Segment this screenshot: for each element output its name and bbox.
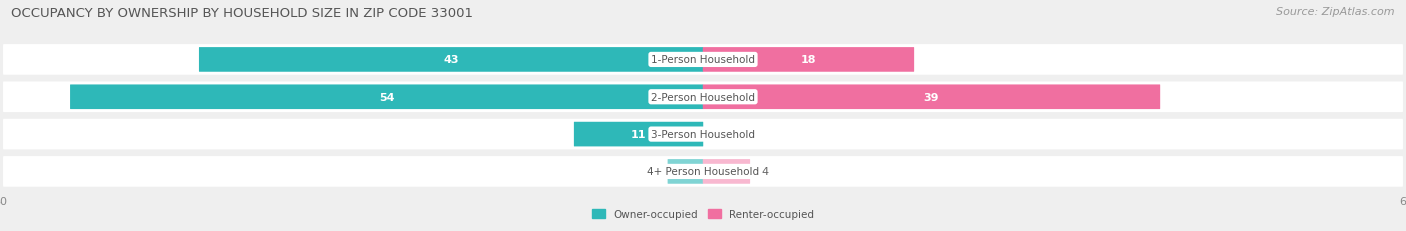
FancyBboxPatch shape [3, 82, 1403, 112]
Text: 2-Person Household: 2-Person Household [651, 92, 755, 102]
Text: 0: 0 [714, 130, 721, 140]
Text: OCCUPANCY BY OWNERSHIP BY HOUSEHOLD SIZE IN ZIP CODE 33001: OCCUPANCY BY OWNERSHIP BY HOUSEHOLD SIZE… [11, 7, 474, 20]
FancyBboxPatch shape [3, 156, 1403, 187]
FancyBboxPatch shape [703, 159, 751, 184]
Legend: Owner-occupied, Renter-occupied: Owner-occupied, Renter-occupied [592, 209, 814, 219]
Text: 1-Person Household: 1-Person Household [651, 55, 755, 65]
FancyBboxPatch shape [574, 122, 703, 147]
FancyBboxPatch shape [3, 45, 1403, 75]
Text: 4+ Person Household: 4+ Person Household [647, 167, 759, 177]
FancyBboxPatch shape [200, 48, 703, 73]
FancyBboxPatch shape [3, 119, 1403, 150]
Text: 11: 11 [631, 130, 647, 140]
Text: 18: 18 [800, 55, 817, 65]
Text: 39: 39 [924, 92, 939, 102]
FancyBboxPatch shape [70, 85, 703, 109]
Text: 60: 60 [1399, 196, 1406, 206]
FancyBboxPatch shape [703, 85, 1160, 109]
Text: 60: 60 [0, 196, 7, 206]
Text: 54: 54 [378, 92, 395, 102]
Text: 43: 43 [443, 55, 458, 65]
Text: 3: 3 [650, 167, 657, 177]
Text: 3-Person Household: 3-Person Household [651, 130, 755, 140]
Text: 4: 4 [762, 167, 769, 177]
FancyBboxPatch shape [668, 159, 703, 184]
Text: Source: ZipAtlas.com: Source: ZipAtlas.com [1277, 7, 1395, 17]
FancyBboxPatch shape [703, 48, 914, 73]
